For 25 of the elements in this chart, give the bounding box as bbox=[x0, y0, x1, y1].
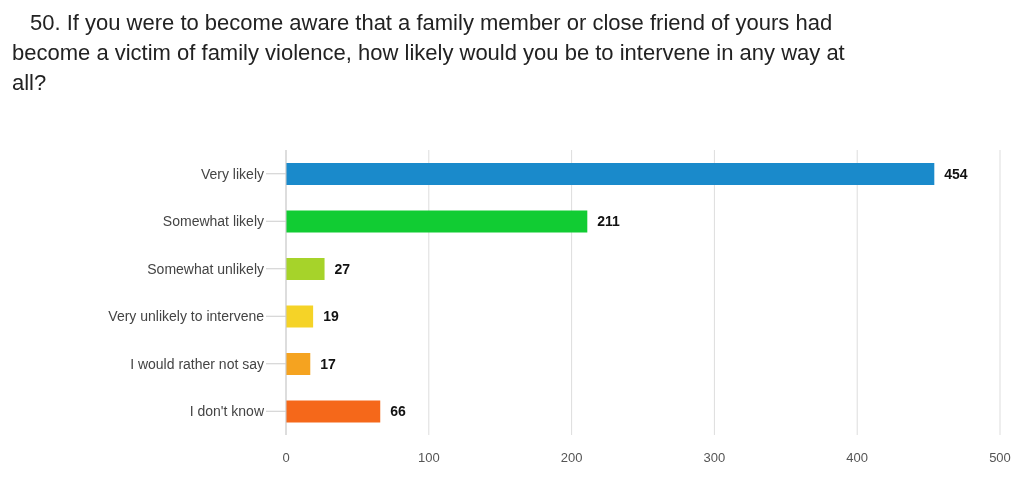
bar bbox=[286, 210, 588, 233]
y-tick-label: Very unlikely to intervene bbox=[108, 308, 265, 325]
bar bbox=[286, 258, 325, 280]
x-tick-label: 0 bbox=[282, 450, 290, 466]
data-label: 454 bbox=[944, 165, 968, 182]
bar bbox=[286, 400, 381, 423]
data-label: 19 bbox=[323, 308, 339, 325]
bar bbox=[286, 163, 935, 185]
x-tick-label: 500 bbox=[989, 450, 1011, 466]
data-label: 211 bbox=[597, 213, 621, 230]
data-label: 27 bbox=[334, 260, 351, 277]
y-tick-label: I would rather not say bbox=[130, 355, 264, 372]
x-tick-label: 200 bbox=[560, 450, 583, 466]
y-tick-label: Somewhat unlikely bbox=[147, 260, 264, 277]
data-label: 66 bbox=[390, 403, 407, 420]
chart-title: 50. If you were to become aware that a family member or close friend of yours had become a victim of family violence, how likely would you be to intervene in any way at all? bbox=[12, 9, 846, 97]
x-tick-label: 300 bbox=[703, 450, 726, 466]
bar bbox=[286, 353, 311, 375]
data-label: 17 bbox=[320, 355, 337, 372]
y-tick-label: Somewhat likely bbox=[162, 213, 264, 230]
bar bbox=[286, 305, 314, 328]
y-tick-label: I don't know bbox=[189, 403, 265, 420]
x-tick-label: 400 bbox=[846, 450, 869, 466]
y-tick-label: Very likely bbox=[200, 165, 264, 182]
x-tick-label: 100 bbox=[417, 450, 440, 466]
